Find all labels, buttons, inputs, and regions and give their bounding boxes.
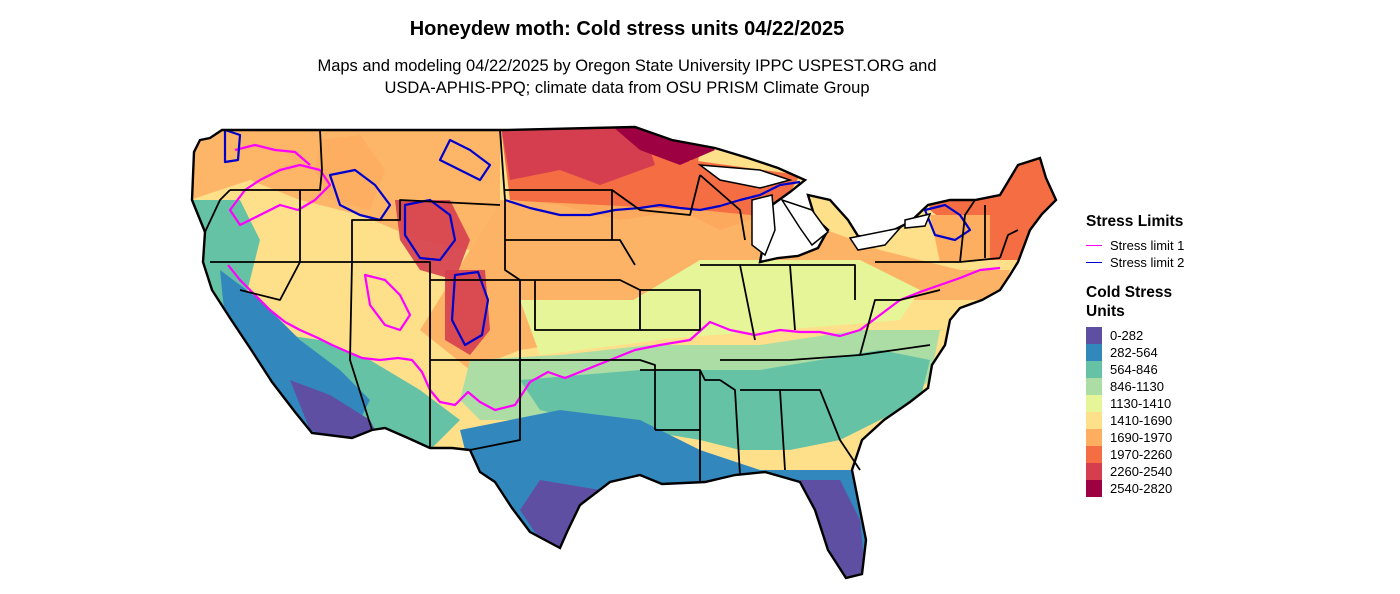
legend-unit-swatch <box>1086 463 1102 480</box>
great-lakes <box>697 164 932 257</box>
legend-unit-label: 1410-1690 <box>1110 413 1173 428</box>
map-title: Honeydew moth: Cold stress units 04/22/2… <box>409 18 845 40</box>
stress-limit-2-label: Stress limit 2 <box>1110 255 1185 270</box>
legend-unit-swatch <box>1086 429 1102 446</box>
legend-unit-swatch <box>1086 344 1102 361</box>
legend-unit-swatch <box>1086 378 1102 395</box>
legend-unit-item: 0-282 <box>1086 327 1246 344</box>
legend-unit-swatch <box>1086 480 1102 497</box>
legend-unit-swatch <box>1086 446 1102 463</box>
legend-unit-item: 1410-1690 <box>1086 412 1246 429</box>
legend-unit-item: 564-846 <box>1086 361 1246 378</box>
legend-unit-item: 846-1130 <box>1086 378 1246 395</box>
legend-unit-label: 1130-1410 <box>1110 396 1172 411</box>
legend-unit-label: 0-282 <box>1110 328 1144 343</box>
legend-stress-limit-2: Stress limit 2 <box>1086 254 1246 271</box>
legend-unit-label: 282-564 <box>1110 345 1158 360</box>
legend-unit-item: 2540-2820 <box>1086 480 1246 497</box>
units-title-line-2: Units <box>1086 303 1125 320</box>
stress-limit-1-line <box>227 143 1001 412</box>
subtitle-line-1: Maps and modeling 04/22/2025 by Oregon S… <box>317 57 937 75</box>
us-cold-stress-map <box>190 125 1058 580</box>
legend: Stress Limits Stress limit 1 Stress limi… <box>1086 212 1246 497</box>
legend-unit-item: 1970-2260 <box>1086 446 1246 463</box>
legend-stress-limit-1: Stress limit 1 <box>1086 237 1246 254</box>
stress-limit-1-label: Stress limit 1 <box>1110 238 1185 253</box>
legend-unit-swatch <box>1086 412 1102 429</box>
stress-limit-2-swatch <box>1086 262 1102 263</box>
legend-unit-label: 1690-1970 <box>1110 430 1173 445</box>
stress-limit-1-swatch <box>1086 245 1102 246</box>
map-subtitle: Maps and modeling 04/22/2025 by Oregon S… <box>0 55 1254 99</box>
legend-unit-label: 2260-2540 <box>1110 464 1173 479</box>
legend-unit-item: 282-564 <box>1086 344 1246 361</box>
legend-unit-item: 1130-1410 <box>1086 395 1246 412</box>
legend-unit-label: 1970-2260 <box>1110 447 1173 462</box>
legend-unit-label: 564-846 <box>1110 362 1158 377</box>
legend-unit-label: 846-1130 <box>1110 379 1164 394</box>
state-borders <box>204 129 1019 482</box>
stress-limits-legend-title: Stress Limits <box>1086 213 1184 230</box>
subtitle-line-2: USDA-APHIS-PPQ; climate data from OSU PR… <box>384 79 870 97</box>
stress-limit-2-line <box>223 128 972 347</box>
cold-stress-units-legend-title: Cold Stress Units <box>1086 283 1246 321</box>
legend-unit-item: 1690-1970 <box>1086 429 1246 446</box>
cold-stress-unit-keys: 0-282 282-564 564-846 846-1130 1130-1410 1410… <box>1086 327 1246 497</box>
legend-unit-item: 2260-2540 <box>1086 463 1246 480</box>
legend-unit-swatch <box>1086 361 1102 378</box>
legend-unit-label: 2540-2820 <box>1110 481 1173 496</box>
units-title-line-1: Cold Stress <box>1086 284 1173 301</box>
legend-unit-swatch <box>1086 395 1102 412</box>
legend-unit-swatch <box>1086 327 1102 344</box>
